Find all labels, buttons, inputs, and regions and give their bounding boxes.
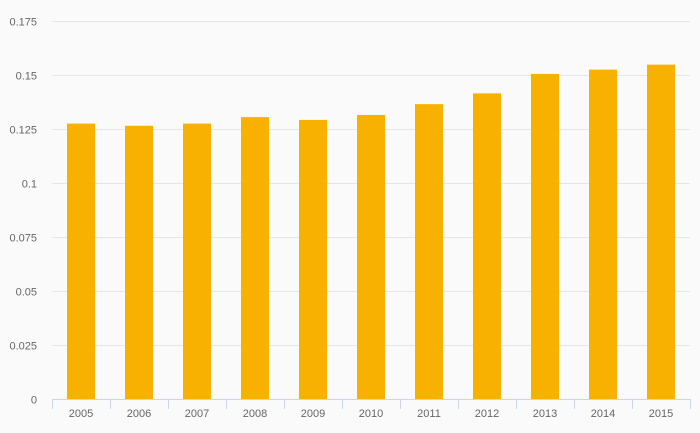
- x-tick-label: 2013: [533, 408, 557, 420]
- bar-2006[interactable]: [125, 125, 153, 399]
- x-tick-label: 2006: [127, 408, 151, 420]
- bar-2015[interactable]: [647, 64, 675, 399]
- x-tick-label: 2008: [243, 408, 267, 420]
- bar-2010[interactable]: [357, 114, 385, 400]
- y-tick-label: 0: [31, 395, 37, 407]
- x-tick-label: 2009: [301, 408, 325, 420]
- bar-2005[interactable]: [67, 123, 95, 399]
- x-tick-label: 2005: [69, 408, 93, 420]
- bar-2009[interactable]: [299, 119, 327, 400]
- x-tick-label: 2011: [417, 408, 441, 420]
- y-tick-label: 0.1: [22, 179, 37, 191]
- x-tick-label: 2015: [649, 408, 673, 420]
- bar-2007[interactable]: [183, 123, 211, 399]
- bar-2014[interactable]: [589, 69, 617, 399]
- x-axis: [52, 399, 691, 409]
- bar-2008[interactable]: [241, 117, 269, 400]
- y-axis-labels: 0 0.025 0.05 0.075 0.1 0.125 0.15 0.175: [9, 17, 37, 407]
- x-tick-label: 2012: [475, 408, 499, 420]
- y-tick-label: 0.125: [9, 125, 37, 137]
- x-axis-labels: 2005 2006 2007 2008 2009 2010 2011 2012 2013 2014…: [69, 408, 673, 420]
- x-tick-label: 2010: [359, 408, 383, 420]
- y-tick-label: 0.025: [9, 341, 37, 353]
- bar-2013[interactable]: [531, 73, 559, 400]
- bar-2012[interactable]: [473, 93, 501, 400]
- x-tick-label: 2014: [591, 408, 615, 420]
- y-tick-label: 0.05: [16, 287, 37, 299]
- y-tick-label: 0.175: [9, 17, 37, 29]
- y-tick-label: 0.075: [9, 233, 37, 245]
- y-tick-label: 0.15: [16, 71, 37, 83]
- bar-2011[interactable]: [415, 104, 443, 399]
- x-tick-label: 2007: [185, 408, 209, 420]
- bars: [67, 64, 675, 400]
